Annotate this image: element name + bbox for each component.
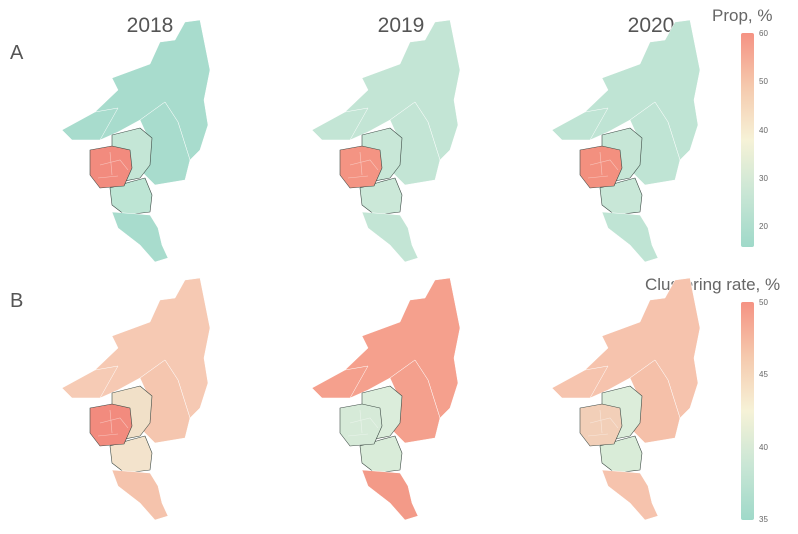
map-a-2019 (311, 19, 461, 263)
colorbar-clustering-rate (741, 302, 754, 520)
colorbar-clustering-tick: 50 (759, 298, 768, 307)
colorbar-prop (741, 33, 754, 247)
legend-title-prop: Prop, % (712, 6, 773, 25)
district-middle (109, 177, 153, 216)
district-south (111, 469, 169, 521)
district-south (601, 211, 659, 263)
colorbar-prop-tick: 60 (759, 29, 768, 38)
district-south (361, 211, 419, 263)
core-subdistrict-lines (587, 151, 619, 179)
map-b-2018 (61, 277, 211, 521)
district-south (601, 469, 659, 521)
panel-label-b: B (10, 290, 24, 312)
district-west-arm (551, 365, 609, 399)
core-subdistrict-lines (97, 151, 129, 179)
core-subdistrict-lines (587, 409, 619, 437)
district-west-arm (311, 365, 369, 399)
district-west-arm (61, 107, 119, 141)
district-middle (109, 435, 153, 474)
colorbar-prop-tick: 40 (759, 126, 768, 135)
district-middle (359, 177, 403, 216)
district-south (361, 469, 419, 521)
colorbar-clustering-tick: 35 (759, 515, 768, 524)
district-west-arm (61, 365, 119, 399)
map-b-2020 (551, 277, 701, 521)
map-b-2019 (311, 277, 461, 521)
year-header-2020: 2020 (627, 14, 675, 37)
core-subdistrict-lines (97, 409, 129, 437)
district-west-arm (311, 107, 369, 141)
district-west-arm (551, 107, 609, 141)
core-subdistrict-lines (347, 151, 379, 179)
map-a-2020 (551, 19, 701, 263)
district-south (111, 211, 169, 263)
colorbar-prop-tick: 30 (759, 174, 768, 183)
district-middle (599, 435, 643, 474)
district-middle (359, 435, 403, 474)
colorbar-prop-tick: 50 (759, 77, 768, 86)
colorbar-clustering-tick: 40 (759, 443, 768, 452)
year-header-2019: 2019 (377, 14, 425, 37)
district-middle (599, 177, 643, 216)
core-subdistrict-lines (347, 409, 379, 437)
year-header-2018: 2018 (126, 14, 174, 37)
colorbar-clustering-tick: 45 (759, 370, 768, 379)
colorbar-prop-tick: 20 (759, 222, 768, 231)
panel-label-a: A (10, 42, 24, 64)
map-a-2018 (61, 19, 211, 263)
